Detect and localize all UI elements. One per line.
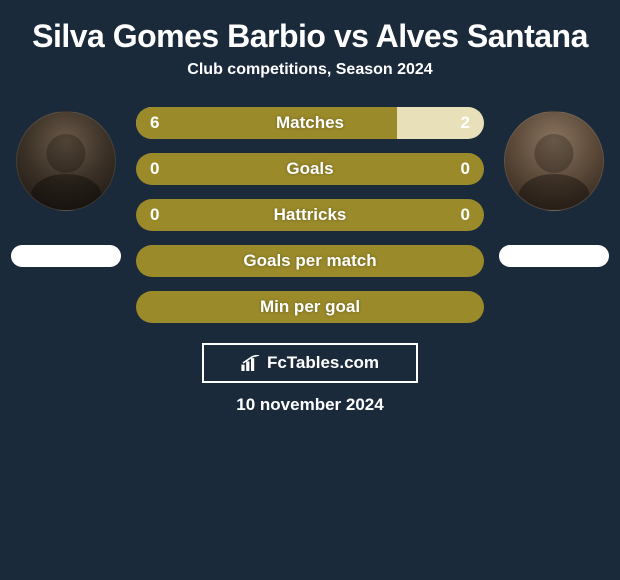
brand-text: FcTables.com (267, 353, 379, 373)
stats-area: 6 Matches 2 0 Goals 0 0 Hattricks 0 Goal… (0, 107, 620, 323)
player-right (496, 107, 612, 267)
page-title: Silva Gomes Barbio vs Alves Santana (0, 18, 620, 55)
name-chip-right (499, 245, 609, 267)
chart-icon (241, 355, 261, 371)
stat-row: Min per goal (136, 291, 484, 323)
brand-badge[interactable]: FcTables.com (202, 343, 418, 383)
stat-right-value: 0 (461, 199, 470, 231)
page-subtitle: Club competitions, Season 2024 (0, 61, 620, 79)
avatar-left (16, 111, 116, 211)
stat-label: Min per goal (136, 291, 484, 323)
stat-row: 0 Goals 0 (136, 153, 484, 185)
stat-label: Hattricks (136, 199, 484, 231)
stat-label: Goals (136, 153, 484, 185)
player-left (8, 107, 124, 267)
stat-label: Matches (136, 107, 484, 139)
stat-label: Goals per match (136, 245, 484, 277)
stat-right-value: 0 (461, 153, 470, 185)
stat-row: Goals per match (136, 245, 484, 277)
date-label: 10 november 2024 (0, 395, 620, 415)
comparison-card: Silva Gomes Barbio vs Alves Santana Club… (0, 0, 620, 425)
stat-row: 0 Hattricks 0 (136, 199, 484, 231)
stat-row: 6 Matches 2 (136, 107, 484, 139)
stat-bars: 6 Matches 2 0 Goals 0 0 Hattricks 0 Goal… (136, 107, 484, 323)
stat-right-value: 2 (461, 107, 470, 139)
name-chip-left (11, 245, 121, 267)
avatar-right (504, 111, 604, 211)
